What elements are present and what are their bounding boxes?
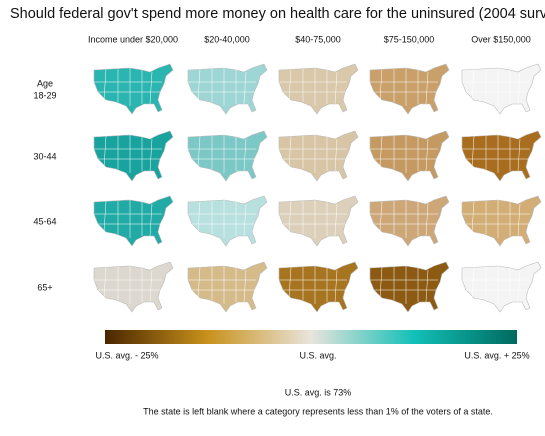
state-map [369, 261, 450, 313]
state-map [369, 130, 450, 182]
state-map [93, 261, 174, 313]
state-map [369, 195, 450, 247]
column-label: $40-75,000 [295, 34, 341, 44]
state-map [278, 63, 359, 115]
legend-middle: U.S. avg. [299, 350, 336, 360]
note: U.S. avg. is 73% [285, 387, 352, 397]
row-label: Age [37, 78, 53, 88]
title: Should federal gov't spend more money on… [10, 6, 545, 22]
state-map [93, 130, 174, 182]
row-label: 45-64 [33, 216, 56, 226]
column-label: Income under $20,000 [88, 34, 178, 44]
state-map [187, 63, 268, 115]
state-map [187, 261, 268, 313]
row-label: 30-44 [33, 151, 56, 161]
state-map [278, 195, 359, 247]
column-label: $20-40,000 [204, 34, 250, 44]
state-map [461, 63, 542, 115]
note: The state is left blank where a category… [143, 406, 493, 416]
state-map [187, 130, 268, 182]
color-bar [105, 330, 517, 344]
state-map [461, 130, 542, 182]
state-map [461, 195, 542, 247]
row-label: 18-29 [33, 90, 56, 100]
map-grid: Income under $20,000 $20-40,000 $40-75,000… [33, 34, 542, 313]
column-label: Over $150,000 [471, 34, 531, 44]
row-label: 65+ [37, 282, 52, 292]
state-map [187, 195, 268, 247]
state-map [278, 130, 359, 182]
state-map [278, 261, 359, 313]
state-map [93, 63, 174, 115]
state-map [369, 63, 450, 115]
legend-left: U.S. avg. - 25% [95, 350, 158, 360]
legend-right: U.S. avg. + 25% [464, 350, 529, 360]
state-map [461, 261, 542, 313]
state-map [93, 195, 174, 247]
column-label: $75-150,000 [384, 34, 435, 44]
